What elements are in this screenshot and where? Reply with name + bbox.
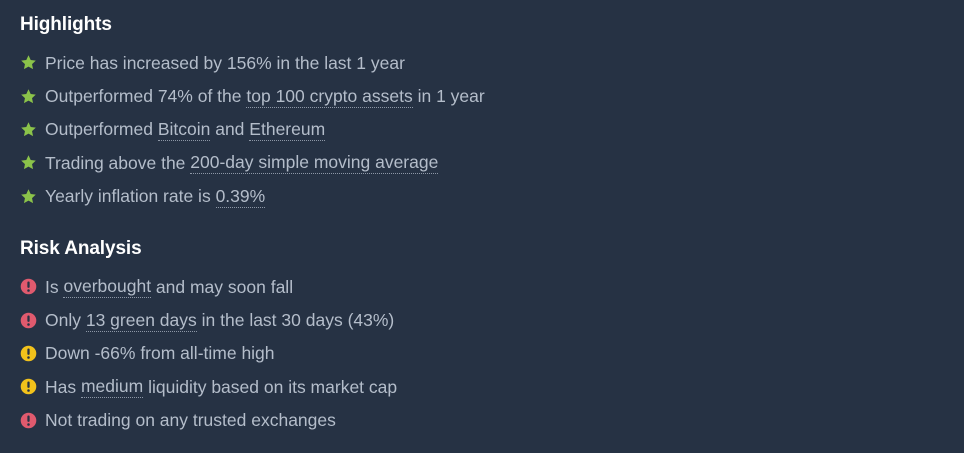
highlight-item: Outperformed Bitcoin and Ethereum xyxy=(20,113,944,146)
highlight-item: Outperformed 74% of the top 100 crypto a… xyxy=(20,79,944,112)
green-days-link[interactable]: 13 green days xyxy=(85,309,197,332)
highlight-text: Price has increased by 156% in the last … xyxy=(45,52,405,73)
star-icon xyxy=(20,121,37,138)
exclamation-circle-icon xyxy=(20,278,37,295)
risk-text-suffix: in the last 30 days (43%) xyxy=(196,310,395,331)
highlight-text-conjunction: and xyxy=(210,119,250,140)
risk-item: Not trading on any trusted exchanges xyxy=(20,404,944,437)
risk-text: Has xyxy=(45,376,81,397)
highlight-text-suffix: in 1 year xyxy=(412,86,485,107)
200-day-sma-link[interactable]: 200-day simple moving average xyxy=(190,152,439,175)
risk-text: Is xyxy=(45,276,64,297)
risk-list: Is overbought and may soon fall Only 13 … xyxy=(20,270,944,437)
highlight-text: Outperformed xyxy=(45,119,158,140)
ethereum-link[interactable]: Ethereum xyxy=(249,118,326,141)
risk-item: Only 13 green days in the last 30 days (… xyxy=(20,303,944,336)
highlights-list: Price has increased by 156% in the last … xyxy=(20,46,944,213)
highlight-item: Trading above the 200-day simple moving … xyxy=(20,146,944,179)
inflation-rate-link[interactable]: 0.39% xyxy=(215,185,266,208)
top-100-crypto-assets-link[interactable]: top 100 crypto assets xyxy=(246,85,413,108)
exclamation-circle-icon xyxy=(20,378,37,395)
highlight-text: Trading above the xyxy=(45,152,191,173)
medium-liquidity-link[interactable]: medium xyxy=(80,376,144,399)
risk-item: Is overbought and may soon fall xyxy=(20,270,944,303)
exclamation-circle-icon xyxy=(20,412,37,429)
highlight-item: Price has increased by 156% in the last … xyxy=(20,46,944,79)
risk-item: Has medium liquidity based on its market… xyxy=(20,370,944,403)
highlights-heading: Highlights xyxy=(20,14,112,35)
risk-analysis-heading: Risk Analysis xyxy=(20,237,142,259)
highlight-text: Yearly inflation rate is xyxy=(45,186,216,207)
risk-text: Only xyxy=(45,310,86,331)
risk-analysis-section: Risk Analysis Is overbought and may soon… xyxy=(20,237,944,437)
risk-text-suffix: liquidity based on its market cap xyxy=(143,376,398,397)
exclamation-circle-icon xyxy=(20,345,37,362)
star-icon xyxy=(20,88,37,105)
risk-item: Down -66% from all-time high xyxy=(20,337,944,370)
risk-text-suffix: and may soon fall xyxy=(151,276,294,297)
overbought-link[interactable]: overbought xyxy=(63,276,152,299)
star-icon xyxy=(20,54,37,71)
exclamation-circle-icon xyxy=(20,312,37,329)
risk-text: Not trading on any trusted exchanges xyxy=(45,410,336,431)
highlights-section: Highlights Price has increased by 156% i… xyxy=(20,13,944,213)
highlight-item: Yearly inflation rate is 0.39% xyxy=(20,180,944,213)
risk-text: Down -66% from all-time high xyxy=(45,343,275,364)
bitcoin-link[interactable]: Bitcoin xyxy=(157,118,211,141)
star-icon xyxy=(20,188,37,205)
highlight-text: Outperformed 74% of the xyxy=(45,86,247,107)
star-icon xyxy=(20,154,37,171)
